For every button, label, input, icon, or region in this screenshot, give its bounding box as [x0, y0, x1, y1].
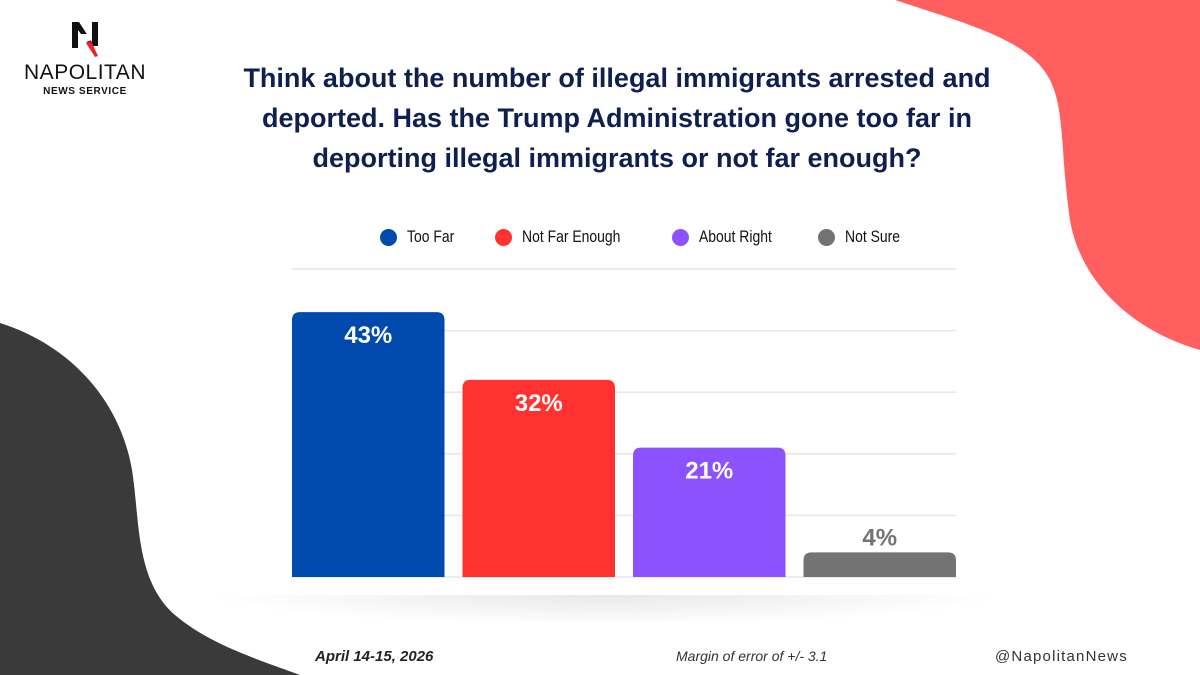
data-label: 21% — [685, 458, 733, 485]
data-label: 4% — [862, 524, 897, 551]
legend-label: About Right — [698, 227, 772, 246]
legend-dot-icon — [671, 228, 689, 246]
legend-dot-icon — [380, 228, 397, 246]
legend-item-not-sure: Not Sure — [817, 227, 912, 247]
data-label: 32% — [515, 390, 563, 417]
legend-item-not-far-enough: Not Far Enough — [494, 227, 642, 247]
napolitan-n-eagle-logo-icon — [72, 22, 98, 57]
margin-of-error: Margin of error of +/- 3.1 — [676, 648, 828, 664]
data-label: 43% — [344, 322, 392, 349]
chart-shadow — [205, 595, 1005, 625]
dark-corner-shape — [0, 323, 300, 675]
bar-not-sure — [803, 552, 956, 577]
legend-label: Not Far Enough — [521, 227, 621, 246]
red-corner-shape — [895, 0, 1200, 350]
legend-item-too-far: Too Far — [380, 227, 465, 247]
brand-name: NAPOLITAN — [24, 61, 146, 84]
bars — [292, 312, 956, 577]
brand-subtitle: NEWS SERVICE — [43, 86, 127, 97]
bar-about-right — [633, 447, 786, 577]
bar-not-far-enough — [462, 379, 615, 577]
legend-item-about-right: About Right — [671, 227, 788, 247]
legend-dot-icon — [494, 228, 512, 246]
legend-dot-icon — [817, 228, 835, 246]
legend-label: Too Far — [407, 227, 455, 246]
chart-legend: Too Far Not Far Enough About Right Not S… — [380, 224, 942, 250]
data-labels: 43% 32% 21% 4% — [344, 322, 897, 551]
bar-too-far — [292, 312, 445, 577]
chart-title: Think about the number of illegal immigr… — [243, 63, 991, 173]
brand-logo: NAPOLITAN NEWS SERVICE — [20, 20, 150, 97]
social-handle: @NapolitanNews — [995, 648, 1128, 665]
legend-label: Not Sure — [844, 227, 900, 246]
poll-date: April 14-15, 2026 — [315, 648, 434, 665]
